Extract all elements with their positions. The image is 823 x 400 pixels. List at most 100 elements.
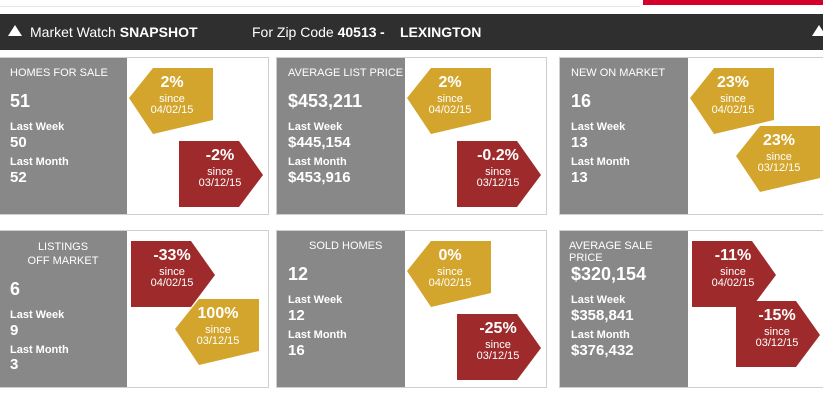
down-arrow-icon [457, 141, 541, 207]
month-change-percent: -0.2% [477, 147, 519, 164]
week-change-since: since 04/02/15 [428, 93, 472, 116]
last-week-value: $358,841 [571, 307, 634, 324]
header-separator: - [380, 24, 385, 40]
last-month-label: Last Month [571, 329, 630, 341]
arrow-shape [407, 241, 491, 307]
week-change-arrow: -11% since 04/02/15 [688, 237, 778, 311]
last-month-value: $453,916 [288, 169, 351, 186]
city-name: LEXINGTON [400, 24, 482, 40]
scroll-up-icon[interactable] [812, 25, 823, 36]
last-week-value: $445,154 [288, 134, 351, 151]
week-change-since: since 04/02/15 [428, 266, 472, 289]
month-change-since: since 03/12/15 [198, 166, 242, 189]
last-month-label: Last Month [10, 156, 69, 168]
card-stats-panel: AVERAGE SALE PRICE $320,154 Last Week $3… [560, 231, 688, 387]
top-strip [0, 0, 823, 14]
arrow-shape [736, 301, 820, 367]
down-arrow-icon [457, 314, 541, 380]
up-arrow-icon [175, 299, 259, 365]
month-change-since: since 03/12/15 [476, 339, 520, 362]
up-arrow-icon [690, 68, 774, 134]
month-change-percent: -2% [205, 147, 235, 164]
month-change-percent: 23% [762, 132, 796, 149]
week-change-arrow: 23% since 04/02/15 [688, 64, 778, 138]
last-month-value: 16 [288, 342, 305, 359]
up-arrow-icon [129, 68, 213, 134]
month-change-arrow: 100% since 03/12/15 [173, 295, 263, 369]
month-change-percent: 100% [197, 305, 239, 322]
week-change-percent: 2% [160, 74, 184, 91]
last-week-value: 13 [571, 134, 588, 151]
month-change-arrow: 23% since 03/12/15 [734, 122, 823, 196]
week-change-since: since 04/02/15 [150, 93, 194, 116]
month-change-arrow: -2% since 03/12/15 [175, 137, 265, 211]
week-change-arrow: 0% since 04/02/15 [405, 237, 495, 311]
card-average-list-price: AVERAGE LIST PRICE $453,211 Last Week $4… [276, 57, 547, 215]
card-stats-panel: HOMES FOR SALE 51 Last Week 50 Last Mont… [0, 58, 127, 214]
card-title: LISTINGS OFF MARKET [27, 241, 99, 267]
collapse-up-icon[interactable] [8, 25, 22, 36]
week-change-percent: -11% [714, 247, 752, 264]
brand-accent-bar [643, 0, 823, 5]
week-change-percent: -33% [153, 247, 191, 264]
current-value: 16 [571, 91, 592, 111]
down-arrow-icon [736, 301, 820, 367]
current-value: 6 [10, 279, 21, 299]
up-arrow-icon [407, 68, 491, 134]
last-week-label: Last Week [10, 121, 65, 133]
current-value: $320,154 [571, 264, 647, 284]
card-title: SOLD HOMES [309, 240, 383, 252]
last-week-label: Last Week [288, 121, 343, 133]
week-change-arrow: 2% since 04/02/15 [405, 64, 495, 138]
arrow-shape [131, 241, 215, 307]
last-week-value: 50 [10, 134, 27, 151]
card-stats-panel: SOLD HOMES 12 Last Week 12 Last Month 16 [277, 231, 405, 387]
last-month-label: Last Month [288, 156, 347, 168]
card-sold-homes: SOLD HOMES 12 Last Week 12 Last Month 16… [276, 230, 547, 388]
month-change-percent: -25% [479, 320, 517, 337]
arrow-shape [457, 141, 541, 207]
last-week-label: Last Week [571, 121, 626, 133]
current-value: 12 [288, 264, 309, 284]
last-month-label: Last Month [288, 329, 347, 341]
last-month-label: Last Month [10, 344, 69, 356]
month-change-since: since 03/12/15 [196, 324, 240, 347]
header-title: Market Watch SNAPSHOT [30, 24, 198, 40]
month-change-arrow: -0.2% since 03/12/15 [453, 137, 543, 211]
card-stats-panel: LISTINGS OFF MARKET 6 Last Week 9 Last M… [0, 231, 127, 387]
month-change-since: since 03/12/15 [755, 326, 799, 349]
last-week-label: Last Week [571, 294, 626, 306]
last-week-label: Last Week [10, 309, 65, 321]
card-new-on-market: NEW ON MARKET 16 Last Week 13 Last Month… [559, 57, 823, 215]
arrow-shape [129, 68, 213, 134]
arrow-shape [457, 314, 541, 380]
month-change-since: since 03/12/15 [757, 151, 801, 174]
last-week-value: 9 [10, 322, 19, 339]
current-value: $453,211 [288, 91, 363, 111]
week-change-since: since 04/02/15 [711, 93, 755, 116]
week-change-since: since 04/02/15 [711, 266, 755, 289]
card-average-sale-price: AVERAGE SALE PRICE $320,154 Last Week $3… [559, 230, 823, 388]
top-divider [0, 6, 640, 7]
arrow-shape [407, 68, 491, 134]
last-week-value: 12 [288, 307, 305, 324]
month-change-arrow: -25% since 03/12/15 [453, 310, 543, 384]
arrow-shape [179, 141, 263, 207]
month-change-since: since 03/12/15 [476, 166, 520, 189]
last-month-value: 3 [10, 356, 19, 373]
card-listings-off-market: LISTINGS OFF MARKET 6 Last Week 9 Last M… [0, 230, 269, 388]
zip-code-label: For Zip Code 40513 [252, 24, 377, 40]
down-arrow-icon [131, 241, 215, 307]
up-arrow-icon [736, 126, 820, 192]
month-change-arrow: -15% since 03/12/15 [732, 297, 822, 371]
up-arrow-icon [407, 241, 491, 307]
arrow-shape [736, 126, 820, 192]
snapshot-header: Market Watch SNAPSHOT For Zip Code 40513… [0, 14, 823, 50]
last-month-value: 13 [571, 169, 588, 186]
arrow-shape [690, 68, 774, 134]
week-change-arrow: 2% since 04/02/15 [127, 64, 217, 138]
arrow-shape [692, 241, 776, 307]
card-title: AVERAGE SALE PRICE [569, 240, 653, 264]
week-change-percent: 0% [438, 247, 462, 264]
last-month-value: 52 [10, 169, 27, 186]
